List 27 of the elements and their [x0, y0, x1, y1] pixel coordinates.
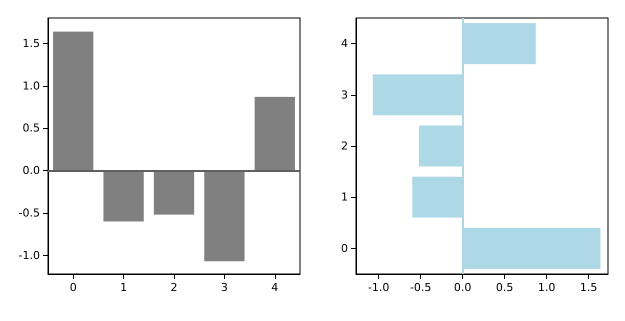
- x-tick-label: 3: [220, 281, 228, 294]
- x-tick-label: 1: [120, 281, 128, 294]
- y-tick-label: -1.0: [18, 248, 40, 262]
- y-tick-label: 3: [341, 88, 348, 102]
- bar: [254, 96, 295, 171]
- x-tick-label: 0.0: [454, 281, 472, 294]
- bar: [154, 170, 194, 215]
- x-tick-label: -0.5: [410, 281, 432, 294]
- y-tick-label: 0.0: [22, 164, 40, 178]
- y-tick-label: 1.5: [22, 36, 40, 50]
- y-tick-label: 4: [341, 37, 348, 50]
- x-tick-label: 1.0: [538, 281, 556, 294]
- x-tick-label: 2: [170, 281, 178, 294]
- y-tick-label: 1: [341, 190, 348, 204]
- y-tick-label: 0: [341, 242, 348, 255]
- bar: [53, 32, 94, 171]
- y-tick-label: 1.0: [22, 79, 40, 92]
- x-tick-label: 0: [70, 281, 77, 294]
- x-tick-label: 0.5: [496, 281, 514, 294]
- y-tick-label: -0.5: [18, 206, 40, 220]
- bar: [204, 170, 245, 262]
- x-tick-label: -1.0: [368, 281, 390, 294]
- y-tick-label: 0.5: [22, 122, 40, 135]
- y-tick-label: 2: [341, 140, 348, 152]
- x-tick-label: 4: [271, 281, 278, 294]
- bar: [103, 170, 144, 222]
- x-tick-label: 1.5: [580, 281, 598, 294]
